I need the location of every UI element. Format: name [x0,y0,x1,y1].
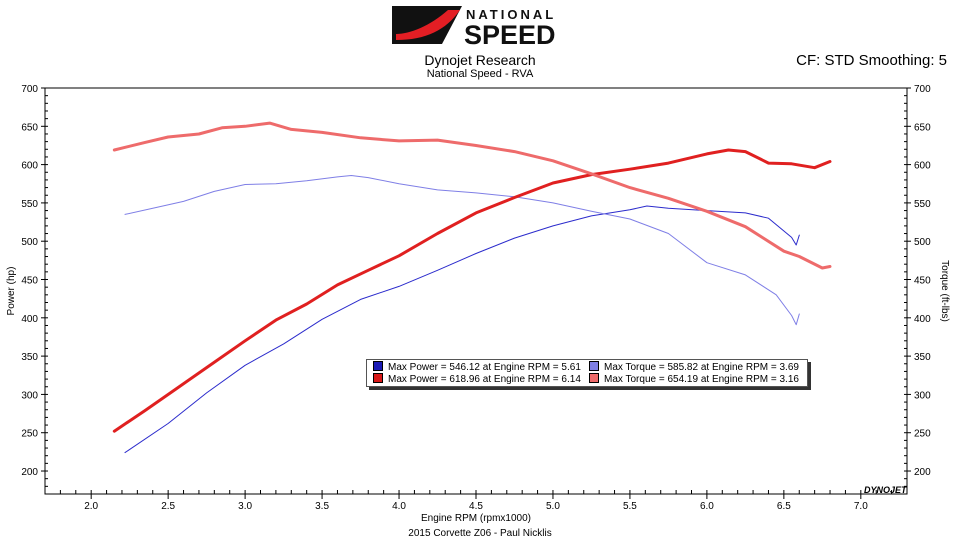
y-tick-label: 200 [21,467,38,478]
y-tick-label: 250 [21,429,38,440]
y-tick-label: 350 [21,352,38,363]
legend-text: Max Torque = 585.82 at Engine RPM = 3.69 [604,362,799,373]
y2-tick-label: 550 [914,199,931,210]
x-tick-label: 3.5 [315,501,329,512]
y2-tick-label: 600 [914,161,931,172]
legend-item: Max Torque = 585.82 at Engine RPM = 3.69 [589,361,799,373]
series-line-power-1 [124,205,800,454]
y2-tick-label: 450 [914,276,931,287]
dynojet-badge: DYNOJET [864,485,907,495]
y-axis-right: 200 250 300 350 400 450 500 550 600 650 700 [904,84,931,487]
x-tick-label: 2.5 [161,501,175,512]
logo-line1: NATIONAL [466,7,556,22]
y-tick-label: 650 [21,122,38,133]
x-axis-label: Engine RPM (rpmx1000) [421,513,531,524]
x-tick-label: 2.0 [84,501,98,512]
y2-tick-label: 400 [914,314,931,325]
legend-text: Max Torque = 654.19 at Engine RPM = 3.16 [604,374,799,385]
y-tick-label: 500 [21,237,38,248]
y-tick-label: 300 [21,390,38,401]
x-tick-label: 6.0 [700,501,714,512]
legend-text: Max Power = 546.12 at Engine RPM = 5.61 [388,362,581,373]
legend: Max Power = 546.12 at Engine RPM = 5.61 … [366,359,808,387]
national-speed-logo: NATIONAL SPEED [392,6,556,46]
legend-item: Max Power = 546.12 at Engine RPM = 5.61 [373,361,581,373]
x-axis: 2.0 2.5 3.0 3.5 4.0 4.5 5.0 5.5 6.0 6.5 7.0 [59,490,893,512]
y2-axis-label: Torque (ft-lbs) [939,260,950,322]
y-axis-left: 200 250 300 350 400 450 500 550 600 650 700 [21,84,48,487]
x-tick-label: 4.0 [392,501,406,512]
legend-text: Max Power = 618.96 at Engine RPM = 6.14 [388,374,581,385]
y-tick-label: 400 [21,314,38,325]
y2-tick-label: 250 [914,429,931,440]
x-tick-label: 3.0 [238,501,252,512]
y2-tick-label: 300 [914,390,931,401]
y2-tick-label: 500 [914,237,931,248]
y2-tick-label: 700 [914,84,931,95]
y2-tick-label: 350 [914,352,931,363]
y2-tick-label: 200 [914,467,931,478]
chart-subtitle: National Speed - RVA [426,68,534,80]
y-tick-label: 450 [21,276,38,287]
legend-item: Max Power = 618.96 at Engine RPM = 6.14 [373,373,581,385]
series-lines [112,121,832,454]
x-tick-label: 6.5 [777,501,791,512]
y-axis-label: Power (hp) [6,267,17,316]
x-tick-label: 4.5 [469,501,483,512]
x-tick-label: 5.0 [546,501,560,512]
x-tick-label: 7.0 [854,501,868,512]
chart-title: Dynojet Research [424,52,536,68]
y-tick-label: 700 [21,84,38,95]
legend-swatch [589,373,599,383]
correction-factor-label: CF: STD Smoothing: 5 [796,52,947,69]
chart-footer: 2015 Corvette Z06 - Paul Nicklis [408,528,552,539]
y-tick-label: 550 [21,199,38,210]
series-line-power-3 [112,148,832,433]
legend-swatch [373,373,383,383]
y-tick-label: 600 [21,161,38,172]
series-line-torque-4 [112,121,832,270]
y2-tick-label: 650 [914,122,931,133]
x-tick-label: 5.5 [623,501,637,512]
legend-item: Max Torque = 654.19 at Engine RPM = 3.16 [589,373,799,385]
logo-line2: SPEED [464,20,556,46]
legend-swatch [373,361,383,371]
series-line-torque-2 [124,175,800,326]
legend-swatch [589,361,599,371]
plot-area [44,87,908,495]
